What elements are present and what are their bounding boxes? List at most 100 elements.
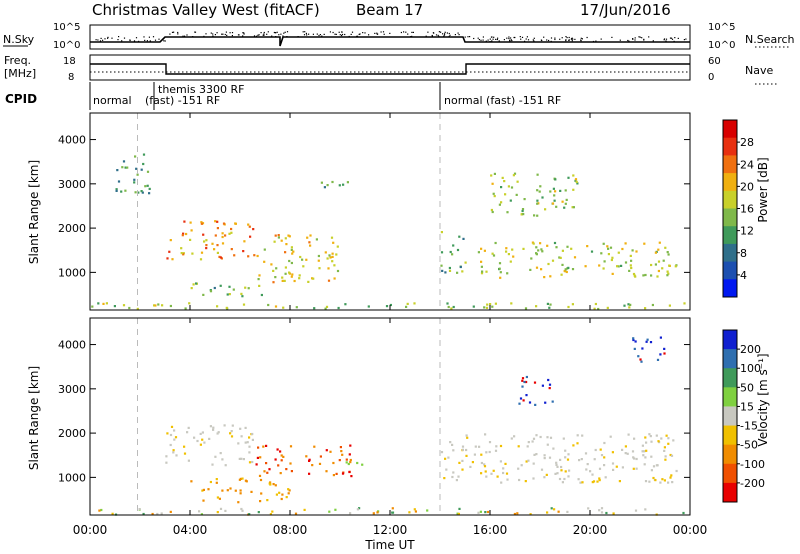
heatmap-cell [572,174,575,177]
heatmap-cell [667,272,670,275]
heatmap-cell [216,511,219,514]
heatmap-cell [169,433,173,437]
heatmap-cell [201,431,204,434]
heatmap-cell [577,478,580,481]
nsky-dot [497,37,499,39]
heatmap-cell [602,267,605,270]
heatmap-cell [483,465,487,468]
heatmap-cell [567,176,570,179]
heatmap-cell [448,269,452,272]
heatmap-cell [522,213,525,216]
heatmap-cell [251,438,254,441]
heatmap-cell [546,511,549,514]
freq-tick-top: 18 [63,56,76,67]
heatmap-cell [347,462,350,466]
heatmap-cell [458,461,461,464]
nsky-dot [565,40,567,42]
nsky-dot [237,34,240,36]
heatmap-cell [199,258,203,261]
heatmap-cell [191,252,194,255]
heatmap-cell [349,458,352,462]
heatmap-cell [440,451,444,454]
nsky-dot [362,32,364,34]
heatmap-cell [313,445,316,448]
heatmap-cell [294,512,298,515]
heatmap-cell [280,459,283,462]
heatmap-cell [135,167,138,170]
nsky-dot [348,35,350,38]
nsky-dot [493,36,495,38]
heatmap-cell [551,202,555,205]
heatmap-cell [229,487,232,490]
heatmap-cell [258,474,262,477]
station-title: Christmas Valley West (fitACF) [92,1,320,19]
nsky-dot [510,39,512,41]
heatmap-cell [547,378,550,382]
heatmap-cell [291,273,294,276]
colorbar-segment [723,349,737,369]
heatmap-cell [485,270,488,273]
heatmap-cell [556,465,559,468]
heatmap-cell [290,248,293,251]
y-tick-label: 3000 [58,383,86,396]
heatmap-cell [168,250,171,253]
heatmap-cell [634,340,637,343]
heatmap-cell [490,174,493,177]
nsky-dot [273,31,275,34]
colorbar-tick-label: -200 [740,477,765,490]
heatmap-cell [609,435,612,438]
heatmap-cell [245,480,248,483]
heatmap-cell [216,244,219,247]
nsky-dot [271,35,273,37]
heatmap-cell [627,303,630,306]
colorbar-tick-label: -100 [740,458,765,471]
heatmap-cell [642,274,645,277]
nsky-dot [685,38,687,40]
heatmap-cell [137,191,140,194]
nsky-dot [643,38,645,40]
power-colorbar: 28 24 20 16 12 8 4 [722,119,754,298]
nsky-dot [242,35,244,37]
nsky-dot [427,31,429,33]
heatmap-cell [414,510,417,513]
heatmap-cell [543,476,546,479]
heatmap-cell [440,251,444,254]
heatmap-cell [190,480,193,483]
freq-label: Freq. [4,54,31,67]
nsky-dot [102,39,104,41]
heatmap-cell [575,180,578,183]
heatmap-cell [298,274,301,277]
heatmap-cell [568,469,571,472]
colorbar-tick-label: 4 [740,269,747,282]
nsky-dot [683,39,685,41]
heatmap-cell [331,180,334,184]
heatmap-cell [291,252,294,255]
heatmap-cell [281,493,284,496]
heatmap-cell [315,238,318,241]
heatmap-cell [115,188,118,191]
heatmap-cell [234,489,237,492]
heatmap-cell [338,459,341,462]
colorbar-tick-label: 24 [740,158,754,171]
heatmap-cell [650,274,653,277]
heatmap-cell [266,499,269,502]
heatmap-cell [624,242,627,245]
heatmap-cell [518,402,521,405]
colorbar-segment [723,226,737,245]
heatmap-cell [448,266,451,270]
heatmap-cell [555,463,558,466]
heatmap-cell [211,463,214,466]
heatmap-cell [327,279,331,282]
heatmap-cell [216,220,219,223]
heatmap-cell [226,489,229,492]
heatmap-cell [669,476,672,479]
nsky-dot [341,33,344,36]
heatmap-cell [122,160,126,163]
heatmap-cell [141,191,144,194]
heatmap-cell [611,256,614,259]
heatmap-cell [265,462,268,465]
heatmap-cell [288,489,291,492]
heatmap-cell [444,271,447,274]
heatmap-cell [562,437,565,440]
